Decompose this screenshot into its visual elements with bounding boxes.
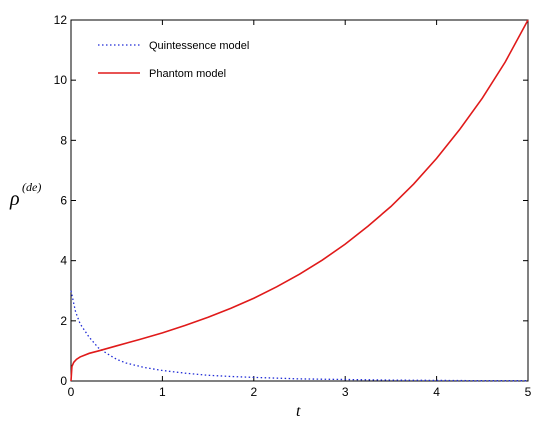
y-tick-label: 6 [60, 194, 67, 208]
series-line-quintessence-model [70, 290, 528, 382]
x-axis-label: t [296, 403, 301, 420]
x-tick-label: 5 [525, 385, 532, 399]
legend-label-quintessence: Quintessence model [149, 40, 249, 52]
y-tick-label: 10 [54, 73, 68, 87]
legend: Quintessence model Phantom model [98, 40, 249, 80]
y-tick-label: 0 [60, 374, 67, 388]
y-axis-label: ρ (de) [9, 180, 41, 210]
legend-label-phantom: Phantom model [149, 68, 226, 80]
series-line-phantom-model [70, 19, 529, 382]
y-axis-ticks: 0 2 4 6 8 10 12 [54, 13, 528, 388]
y-tick-label: 4 [60, 254, 67, 268]
series-lines [70, 19, 529, 382]
y-tick-label: 8 [60, 133, 67, 147]
x-axis-ticks: 0 1 2 3 4 5 [68, 20, 532, 399]
x-tick-label: 4 [433, 385, 440, 399]
y-axis-label-base: ρ [9, 188, 20, 210]
y-axis-label-superscript: (de) [22, 180, 41, 194]
y-tick-label: 2 [60, 314, 67, 328]
x-tick-label: 3 [342, 385, 349, 399]
y-tick-label: 12 [54, 13, 68, 27]
plot-area-frame [70, 19, 529, 382]
x-tick-label: 1 [159, 385, 166, 399]
x-tick-label: 2 [250, 385, 257, 399]
x-tick-label: 0 [68, 385, 75, 399]
